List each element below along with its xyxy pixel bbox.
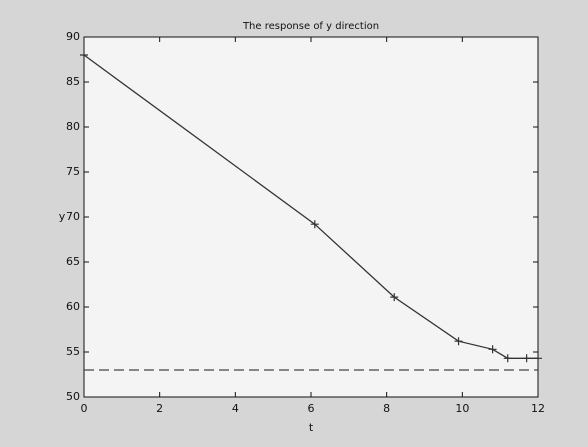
x-tick-label: 6 [308, 402, 315, 415]
y-tick-label: 90 [66, 30, 80, 43]
y-tick-label: 50 [66, 390, 80, 403]
x-tick-label: 0 [81, 402, 88, 415]
y-tick-label: 85 [66, 75, 80, 88]
y-tick-label: 75 [66, 165, 80, 178]
x-tick-label: 8 [383, 402, 390, 415]
y-tick-label: 70 [66, 210, 80, 223]
x-tick-label: 10 [455, 402, 469, 415]
plot-area [84, 37, 538, 397]
x-axis-label: t [309, 421, 314, 434]
chart-title: The response of y direction [242, 21, 379, 32]
x-tick-label: 4 [232, 402, 239, 415]
y-tick-label: 55 [66, 345, 80, 358]
x-tick-label: 12 [531, 402, 545, 415]
y-tick-label: 65 [66, 255, 80, 268]
x-tick-label: 2 [156, 402, 163, 415]
y-tick-label: 80 [66, 120, 80, 133]
chart: The response of y direction t y 0 2 4 6 8 10 1… [0, 0, 588, 447]
y-axis-label: y [59, 210, 66, 223]
y-tick-label: 60 [66, 300, 80, 313]
